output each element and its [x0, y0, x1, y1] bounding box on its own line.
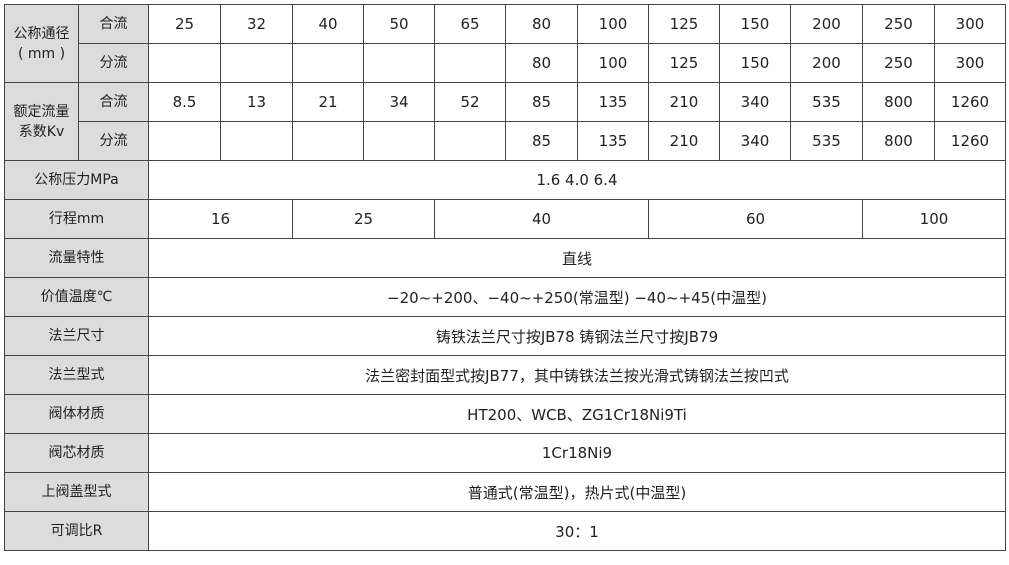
merge-label: 合流	[78, 82, 149, 122]
table-row: 可调比R 30：1	[4, 511, 1006, 551]
diverge-value-cell: 200	[790, 43, 863, 83]
diverge-value-cell	[148, 43, 221, 83]
pressure-value: 1.6 4.0 6.4	[148, 160, 1006, 200]
merge-value-cell: 125	[648, 4, 720, 44]
stroke-value-cell: 16	[148, 199, 293, 239]
diverge-value-cell	[363, 43, 435, 83]
label-line: 额定流量	[13, 103, 70, 120]
diverge-value-cell: 80	[505, 43, 578, 83]
diverge-value-cell: 535	[790, 121, 863, 161]
table-row: 行程mm 16 25 40 60 100	[4, 199, 1006, 239]
diverge-value-cell: 125	[648, 43, 720, 83]
diverge-value-cell	[434, 43, 506, 83]
spec-value: HT200、WCB、ZG1Cr18Ni9Ti	[148, 394, 1006, 434]
table-row: 公称压力MPa 1.6 4.0 6.4	[4, 160, 1006, 200]
merge-value-cell: 200	[790, 4, 863, 44]
merge-value-cell: 65	[434, 4, 506, 44]
table-row: 阀芯材质 1Cr18Ni9	[4, 433, 1006, 473]
diverge-value-cell	[220, 121, 293, 161]
spec-value: 普通式(常温型)，热片式(中温型)	[148, 472, 1006, 512]
merge-value-cell: 535	[790, 82, 863, 122]
table-row: 法兰型式 法兰密封面型式按JB77，其中铸铁法兰按光滑式铸钢法兰按凹式	[4, 355, 1006, 395]
diverge-label: 分流	[78, 121, 149, 161]
merge-value-cell: 52	[434, 82, 506, 122]
stroke-value-cell: 25	[292, 199, 435, 239]
diverge-label: 分流	[78, 43, 149, 83]
diverge-value-cell: 800	[862, 121, 935, 161]
diverge-value-cell: 300	[934, 43, 1006, 83]
diverge-value-cell: 1260	[934, 121, 1006, 161]
merge-value-cell: 100	[577, 4, 649, 44]
merge-value-cell: 40	[292, 4, 364, 44]
spec-label: 阀体材质	[4, 394, 149, 434]
merge-value-cell: 340	[719, 82, 791, 122]
merge-value-cell: 80	[505, 4, 578, 44]
stroke-value-cell: 100	[862, 199, 1006, 239]
merge-value-cell: 150	[719, 4, 791, 44]
merge-value-cell: 25	[148, 4, 221, 44]
table-row: 价值温度℃ −20~+200、−40~+250(常温型) −40~+45(中温型)	[4, 277, 1006, 317]
diverge-value-cell	[292, 121, 364, 161]
diverge-value-cell: 135	[577, 121, 649, 161]
diverge-value-cell: 100	[577, 43, 649, 83]
diverge-value-cell: 250	[862, 43, 935, 83]
spec-value: 直线	[148, 238, 1006, 278]
merge-value-cell: 300	[934, 4, 1006, 44]
merge-value-cell: 34	[363, 82, 435, 122]
stroke-label: 行程mm	[4, 199, 149, 239]
diverge-value-cell	[148, 121, 221, 161]
merge-value-cell: 210	[648, 82, 720, 122]
spec-label: 阀芯材质	[4, 433, 149, 473]
diverge-value-cell: 210	[648, 121, 720, 161]
table-row: 分流 85 135 210 340 535 800 1260	[5, 121, 1006, 161]
merge-value-cell: 250	[862, 4, 935, 44]
merge-value-cell: 32	[220, 4, 293, 44]
diverge-value-cell	[363, 121, 435, 161]
table-row: 流量特性 直线	[4, 238, 1006, 278]
nominal-diameter-label: 公称通径 ( mm )	[4, 4, 79, 83]
table-row: 分流 80 100 125 150 200 250 300	[5, 43, 1006, 83]
spec-label: 价值温度℃	[4, 277, 149, 317]
merge-label: 合流	[78, 4, 149, 44]
merge-value-cell: 800	[862, 82, 935, 122]
table-row: 公称通径 ( mm ) 合流 25 32 40 50 65 80 100 125 150 200 250 3…	[4, 4, 1006, 83]
stroke-value-cell: 40	[434, 199, 649, 239]
merge-value-cell: 13	[220, 82, 293, 122]
spec-label: 法兰尺寸	[4, 316, 149, 356]
spec-label: 上阀盖型式	[4, 472, 149, 512]
table-row: 上阀盖型式 普通式(常温型)，热片式(中温型)	[4, 472, 1006, 512]
table-row: 阀体材质 HT200、WCB、ZG1Cr18Ni9Ti	[4, 394, 1006, 434]
spec-value: 30：1	[148, 511, 1006, 551]
diverge-value-cell: 150	[719, 43, 791, 83]
diverge-value-cell	[434, 121, 506, 161]
merge-value-cell: 85	[505, 82, 578, 122]
merge-value-cell: 1260	[934, 82, 1006, 122]
flow-coefficient-label: 额定流量系数Kv	[4, 82, 79, 161]
label-line: 公称通径	[13, 25, 70, 42]
diverge-value-cell: 85	[505, 121, 578, 161]
label-line: 系数Kv	[18, 123, 65, 140]
merge-value-cell: 135	[577, 82, 649, 122]
spec-label: 可调比R	[4, 511, 149, 551]
valve-spec-table: 公称通径( mm ) 合流 25 32 40 50 65 80 100 125 150 200 250 3…	[4, 4, 1006, 551]
table-row: 额定流量 系数Kv 合流 8.5 13 21 34 52 85 135 210 340 535 800 12…	[4, 82, 1006, 161]
spec-value: −20~+200、−40~+250(常温型) −40~+45(中温型)	[148, 277, 1006, 317]
spec-value: 1Cr18Ni9	[148, 433, 1006, 473]
spec-value: 铸铁法兰尺寸按JB78 铸钢法兰尺寸按JB79	[148, 316, 1006, 356]
table-row: 法兰尺寸 铸铁法兰尺寸按JB78 铸钢法兰尺寸按JB79	[4, 316, 1006, 356]
merge-value-cell: 8.5	[148, 82, 221, 122]
label-line: ( mm )	[17, 45, 66, 62]
diverge-value-cell	[220, 43, 293, 83]
diverge-value-cell	[292, 43, 364, 83]
spec-value: 法兰密封面型式按JB77，其中铸铁法兰按光滑式铸钢法兰按凹式	[148, 355, 1006, 395]
diverge-value-cell: 340	[719, 121, 791, 161]
merge-value-cell: 50	[363, 4, 435, 44]
spec-label: 法兰型式	[4, 355, 149, 395]
stroke-value-cell: 60	[648, 199, 863, 239]
spec-label: 流量特性	[4, 238, 149, 278]
pressure-label: 公称压力MPa	[4, 160, 149, 200]
merge-value-cell: 21	[292, 82, 364, 122]
